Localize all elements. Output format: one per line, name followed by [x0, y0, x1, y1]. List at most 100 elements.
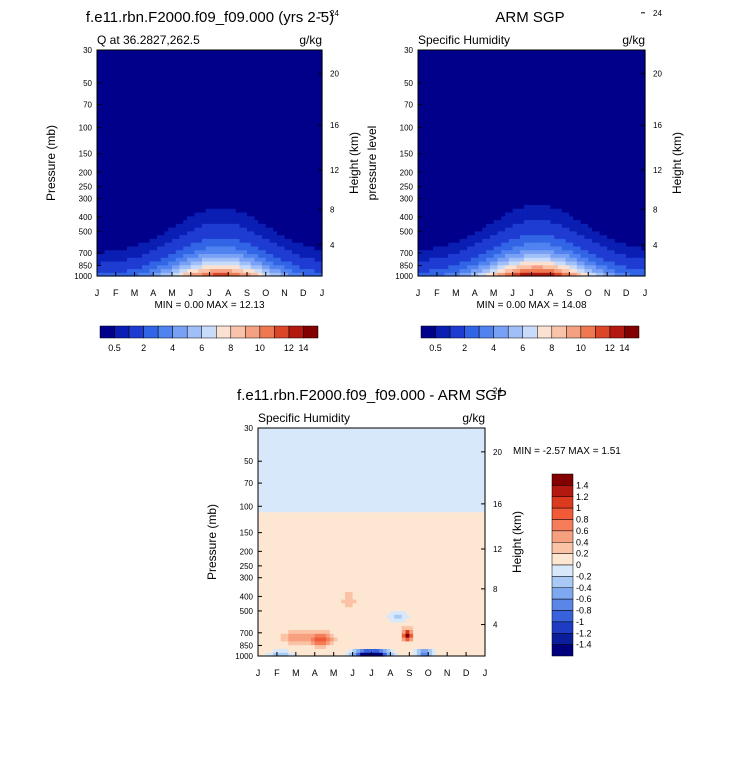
contour-cell — [206, 178, 210, 182]
contour-cell — [225, 246, 229, 250]
contour-cell — [180, 84, 184, 88]
contour-cell — [168, 235, 172, 239]
contour-cell — [108, 193, 112, 197]
contour-cell — [448, 54, 452, 58]
contour-cell — [150, 107, 154, 111]
contour-cell — [195, 163, 199, 167]
contour-cell — [228, 129, 232, 133]
contour-cell — [191, 231, 195, 235]
contour-cell — [288, 212, 292, 216]
contour-cell — [202, 163, 206, 167]
contour-cell — [266, 58, 270, 62]
contour-cell — [270, 167, 274, 171]
contour-cell — [433, 197, 437, 201]
contour-cell — [172, 268, 176, 272]
contour-cell — [292, 231, 296, 235]
contour-cell — [482, 114, 486, 118]
contour-cell — [150, 261, 154, 265]
contour-cell — [437, 129, 441, 133]
contour-cell — [105, 144, 109, 148]
contour-cell — [172, 208, 176, 212]
contour-cell — [232, 99, 236, 103]
contour-cell — [142, 58, 146, 62]
contour-cell — [198, 189, 202, 193]
contour-cell — [460, 167, 464, 171]
contour-cell — [168, 69, 172, 73]
contour-cell — [266, 204, 270, 208]
contour-cell — [475, 84, 479, 88]
contour-cell — [460, 197, 464, 201]
contour-cell — [240, 231, 244, 235]
contour-cell — [292, 186, 296, 190]
contour-cell — [266, 80, 270, 84]
contour-cell — [116, 193, 120, 197]
contour-cell — [105, 148, 109, 152]
contour-cell — [471, 178, 475, 182]
contour-cell — [315, 261, 319, 265]
contour-cell — [202, 107, 206, 111]
contour-cell — [183, 159, 187, 163]
contour-cell — [281, 88, 285, 92]
contour-cell — [311, 186, 315, 190]
contour-cell — [463, 80, 467, 84]
contour-cell — [270, 216, 274, 220]
contour-cell — [191, 227, 195, 231]
contour-cell — [97, 114, 101, 118]
contour-cell — [456, 133, 460, 137]
contour-cell — [429, 155, 433, 159]
contour-cell — [288, 144, 292, 148]
contour-cell — [221, 268, 225, 272]
contour-cell — [303, 193, 307, 197]
contour-cell — [161, 193, 165, 197]
contour-cell — [142, 193, 146, 197]
contour-cell — [101, 73, 105, 77]
contour-cell — [429, 220, 433, 224]
contour-cell — [202, 174, 206, 178]
contour-cell — [266, 250, 270, 254]
contour-cell — [266, 223, 270, 227]
contour-cell — [255, 133, 259, 137]
contour-cell — [296, 167, 300, 171]
contour-cell — [120, 65, 124, 69]
contour-cell — [105, 253, 109, 257]
contour-cell — [277, 167, 281, 171]
contour-cell — [240, 80, 244, 84]
contour-cell — [281, 265, 285, 269]
contour-cell — [452, 76, 456, 80]
contour-cell — [452, 118, 456, 122]
contour-cell — [232, 159, 236, 163]
contour-cell — [123, 95, 127, 99]
contour-cell — [277, 174, 281, 178]
contour-cell — [296, 84, 300, 88]
contour-cell — [266, 91, 270, 95]
contour-cell — [176, 99, 180, 103]
contour-cell — [433, 50, 437, 54]
contour-cell — [138, 118, 142, 122]
contour-cell — [236, 182, 240, 186]
contour-cell — [422, 137, 426, 141]
contour-cell — [270, 257, 274, 261]
contour-cell — [138, 265, 142, 269]
contour-cell — [112, 99, 116, 103]
contour-cell — [138, 171, 142, 175]
contour-cell — [213, 155, 217, 159]
contour-cell — [112, 182, 116, 186]
contour-cell — [273, 69, 277, 73]
contour-cell — [418, 99, 422, 103]
contour-cell — [292, 114, 296, 118]
contour-cell — [138, 148, 142, 152]
contour-cell — [202, 144, 206, 148]
contour-cell — [187, 223, 191, 227]
contour-cell — [448, 227, 452, 231]
contour-cell — [108, 140, 112, 144]
contour-cell — [172, 178, 176, 182]
contour-cell — [150, 152, 154, 156]
contour-cell — [236, 148, 240, 152]
contour-cell — [165, 144, 169, 148]
contour-cell — [172, 193, 176, 197]
contour-cell — [497, 171, 501, 175]
contour-cell — [206, 129, 210, 133]
contour-cell — [123, 155, 127, 159]
contour-cell — [180, 178, 184, 182]
contour-cell — [418, 144, 422, 148]
